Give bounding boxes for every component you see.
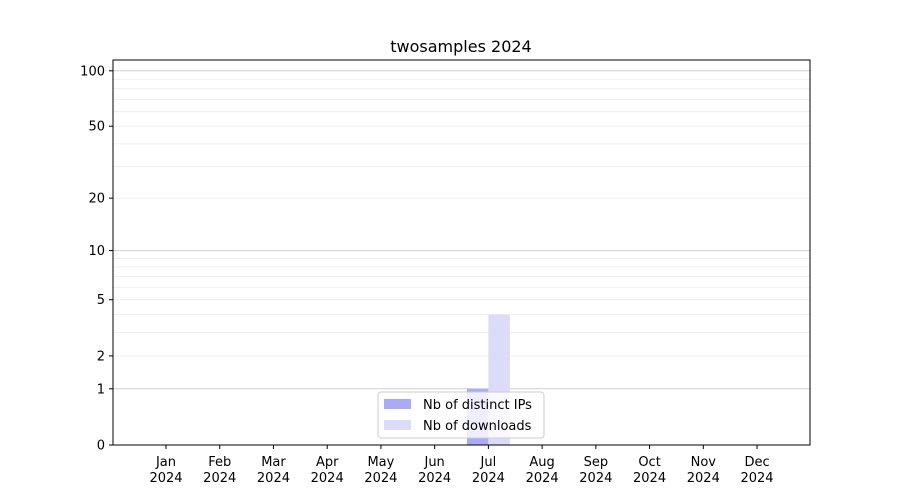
x-tick-label: 2024 <box>633 471 666 486</box>
x-tick-label: 2024 <box>311 471 344 486</box>
x-tick-label: 2024 <box>364 471 397 486</box>
y-tick-label: 0 <box>97 439 105 454</box>
x-tick-label: Aug <box>529 455 554 470</box>
x-tick-label: Nov <box>691 455 717 470</box>
x-tick-label: Jun <box>423 455 444 470</box>
x-tick-label: Jul <box>480 455 497 470</box>
y-tick-label: 10 <box>88 244 105 259</box>
x-tick-label: 2024 <box>740 471 773 486</box>
x-tick-label: May <box>367 455 394 470</box>
plot-frame <box>112 59 811 446</box>
y-tick-label: 20 <box>88 192 105 207</box>
legend-label: Nb of downloads <box>423 419 532 434</box>
x-tick-label: 2024 <box>257 471 290 486</box>
chart-title: twosamples 2024 <box>390 37 531 56</box>
x-tick-label: Oct <box>638 455 660 470</box>
y-tick-label: 2 <box>97 349 105 364</box>
legend-swatch <box>384 399 411 409</box>
x-tick-label: 2024 <box>579 471 612 486</box>
x-tick-label: 2024 <box>526 471 559 486</box>
x-tick-label: Apr <box>316 455 339 470</box>
legend-box <box>377 391 545 439</box>
x-tick-label: 2024 <box>203 471 236 486</box>
x-tick-label: Mar <box>261 455 286 470</box>
legend-swatch <box>384 420 411 430</box>
y-tick-label: 100 <box>80 64 105 79</box>
legend-label: Nb of distinct IPs <box>423 398 532 413</box>
x-tick-label: Dec <box>744 455 769 470</box>
x-tick-label: 2024 <box>149 471 182 486</box>
x-tick-label: 2024 <box>418 471 451 486</box>
x-tick-label: 2024 <box>687 471 720 486</box>
x-tick-label: Jan <box>155 455 176 470</box>
y-tick-label: 50 <box>88 120 105 135</box>
y-tick-label: 5 <box>97 293 105 308</box>
legend: Nb of distinct IPs Nb of downloads <box>377 391 545 439</box>
x-tick-label: Feb <box>208 455 231 470</box>
x-tick-label: Sep <box>584 455 609 470</box>
y-tick-label: 1 <box>97 382 105 397</box>
x-tick-label: 2024 <box>472 471 505 486</box>
